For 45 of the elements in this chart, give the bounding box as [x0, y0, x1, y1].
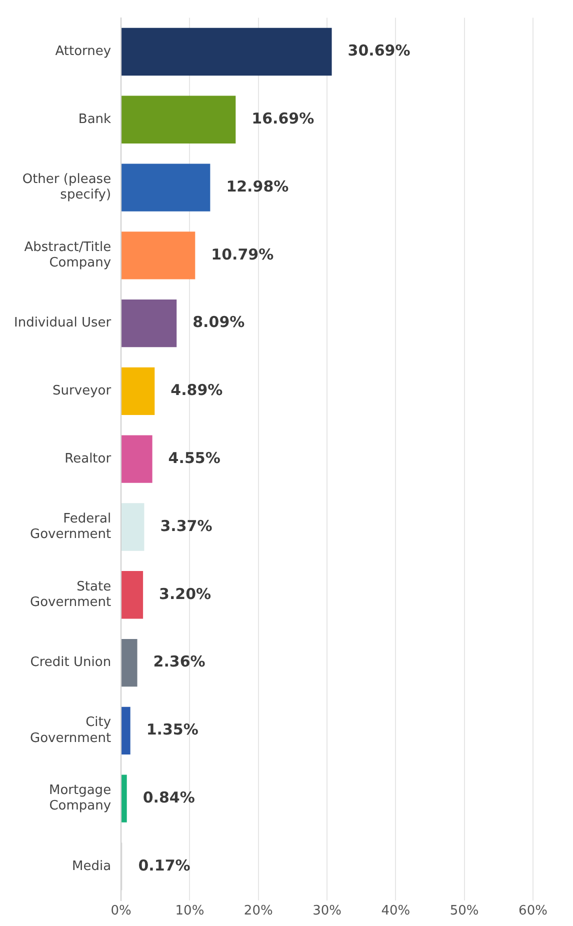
bar	[122, 299, 177, 348]
data-label: 1.35%	[146, 720, 198, 739]
data-label: 2.36%	[153, 652, 206, 671]
y-tick-label: Abstract/Title Company	[24, 240, 112, 271]
data-label: 3.20%	[159, 584, 212, 603]
bar	[122, 96, 236, 144]
x-tick-label: 20%	[244, 904, 273, 919]
y-tick-label: Individual User	[14, 316, 112, 331]
data-label: 4.89%	[170, 381, 223, 400]
bar	[122, 571, 144, 619]
data-label: 0.84%	[142, 788, 195, 806]
bar	[122, 638, 138, 687]
y-tick-label: Realtor	[64, 451, 112, 466]
x-tick-label: 60%	[518, 904, 548, 919]
data-label: 3.37%	[160, 516, 212, 535]
y-tick-label: Credit Union	[30, 655, 112, 670]
data-label: 0.17%	[138, 856, 190, 874]
y-tick-label: Other (please specify)	[22, 172, 112, 203]
x-tick-label: 0%	[110, 904, 132, 919]
x-tick-label: 40%	[381, 904, 410, 919]
x-tick-label: 50%	[450, 904, 479, 919]
bar	[122, 435, 152, 483]
y-tick-label: Media	[72, 858, 112, 874]
y-tick-label: Attorney	[55, 44, 112, 60]
bar	[122, 164, 210, 212]
bar	[122, 232, 196, 280]
data-label: 30.69%	[348, 42, 410, 60]
data-label: 8.09%	[192, 313, 245, 332]
bar	[122, 28, 332, 76]
y-tick-label: State Government	[30, 579, 112, 610]
x-tick-label: 10%	[175, 904, 204, 919]
y-tick-label: Surveyor	[52, 384, 112, 399]
y-tick-label: Federal Government	[30, 512, 112, 542]
bar	[122, 503, 144, 551]
y-tick-label: Mortgage Company	[48, 783, 112, 814]
bar	[122, 367, 155, 416]
bar	[122, 774, 127, 822]
y-tick-label: Bank	[78, 112, 112, 128]
data-label: 12.98%	[226, 177, 289, 196]
x-tick-label: 30%	[312, 904, 342, 919]
y-tick-label: City Government	[30, 715, 112, 746]
bar	[122, 706, 130, 754]
data-label: 4.55%	[168, 448, 220, 467]
data-label: 10.79%	[211, 245, 274, 264]
data-label: 16.69%	[252, 110, 314, 128]
